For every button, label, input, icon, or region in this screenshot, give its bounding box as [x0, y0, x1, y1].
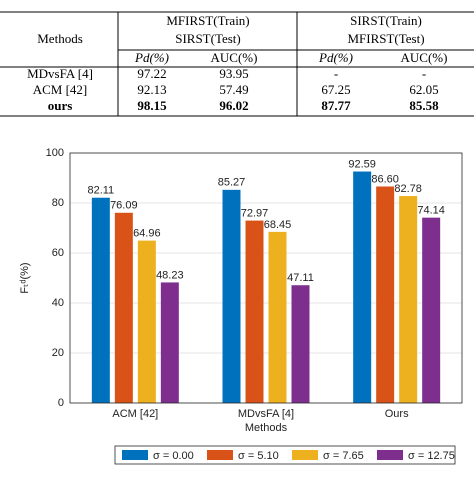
- table-cell: 62.05: [409, 82, 438, 97]
- bar: [222, 189, 241, 403]
- bar: [160, 282, 179, 403]
- x-tick-label: Ours: [385, 408, 409, 420]
- value-label: 72.97: [241, 207, 269, 219]
- y-tick-label: 60: [52, 247, 64, 259]
- y-tick-label: 40: [52, 297, 64, 309]
- table-rules: [0, 11, 474, 117]
- table-cell: MDvsFA [4]: [27, 66, 93, 81]
- value-label: 85.27: [218, 177, 246, 189]
- bar: [245, 220, 264, 403]
- table-cell: 67.25: [321, 82, 350, 97]
- value-label: 92.59: [348, 158, 376, 170]
- value-label: 76.09: [110, 200, 138, 212]
- legend-swatch: [122, 450, 148, 460]
- value-label: 48.23: [156, 269, 184, 281]
- table-cell: 96.02: [219, 98, 248, 113]
- bar: [137, 240, 156, 403]
- table-cell: 85.58: [409, 98, 439, 113]
- legend-box: [114, 445, 456, 465]
- value-label: 82.11: [87, 185, 114, 197]
- x-tick-label: ACM [42]: [112, 408, 158, 420]
- y-tick-label: 20: [52, 347, 64, 359]
- table-cell: 97.22: [137, 66, 166, 81]
- table-group-header: SIRST(Test): [175, 31, 241, 46]
- table-cell: ours: [48, 98, 73, 113]
- table-cell: -: [422, 66, 426, 81]
- table-column-header: Pd(%): [318, 50, 353, 65]
- table-cell: -: [334, 66, 338, 81]
- chart-frame: [69, 152, 463, 404]
- legend-swatch: [207, 450, 233, 460]
- legend-label: σ = 0.00: [153, 450, 194, 462]
- y-axis-label: Fₜᵈ(%): [19, 262, 31, 293]
- legend: σ = 0.00 σ = 5.10 σ = 7.65 σ = 12.75: [114, 445, 456, 465]
- table-cell: ACM [42]: [33, 82, 88, 97]
- table-group-header: MFIRST(Train): [166, 13, 249, 28]
- bar: [399, 196, 418, 403]
- bar: [376, 186, 395, 403]
- table-column-header: AUC(%): [401, 50, 448, 65]
- table-cell: 57.49: [219, 82, 248, 97]
- table-cell: 98.15: [137, 98, 167, 113]
- legend-swatch: [292, 450, 318, 460]
- table-group-header: SIRST(Train): [350, 13, 422, 28]
- bar: [291, 285, 310, 403]
- x-tick-label: MDvsFA [4]: [238, 408, 294, 420]
- value-label: 74.14: [417, 205, 445, 217]
- value-label: 47.11: [287, 272, 314, 284]
- value-label: 82.78: [394, 183, 422, 195]
- bar: [268, 231, 287, 403]
- legend-label: σ = 5.10: [238, 450, 279, 462]
- table-header: Methods: [37, 31, 83, 46]
- table-group-header: MFIRST(Test): [347, 31, 424, 46]
- bar: [353, 171, 372, 403]
- y-tick-label: 100: [46, 147, 64, 159]
- legend-label: σ = 7.65: [323, 450, 364, 462]
- legend-swatch: [377, 450, 403, 460]
- table-cell: 93.95: [219, 66, 248, 81]
- legend-label: σ = 12.75: [408, 450, 455, 462]
- value-label: 64.96: [133, 228, 161, 240]
- x-axis-label: Methods: [245, 422, 288, 434]
- y-tick-label: 80: [52, 197, 64, 209]
- value-label: 68.45: [264, 219, 292, 231]
- bar: [91, 197, 110, 403]
- table-cell: 87.77: [321, 98, 351, 113]
- table-cell: 92.13: [137, 82, 166, 97]
- bar: [422, 217, 441, 403]
- y-tick-label: 0: [58, 397, 64, 409]
- bar: [114, 212, 133, 403]
- table-column-header: AUC(%): [211, 50, 258, 65]
- table-column-header: Pd(%): [134, 50, 169, 65]
- value-label: 86.60: [371, 173, 399, 185]
